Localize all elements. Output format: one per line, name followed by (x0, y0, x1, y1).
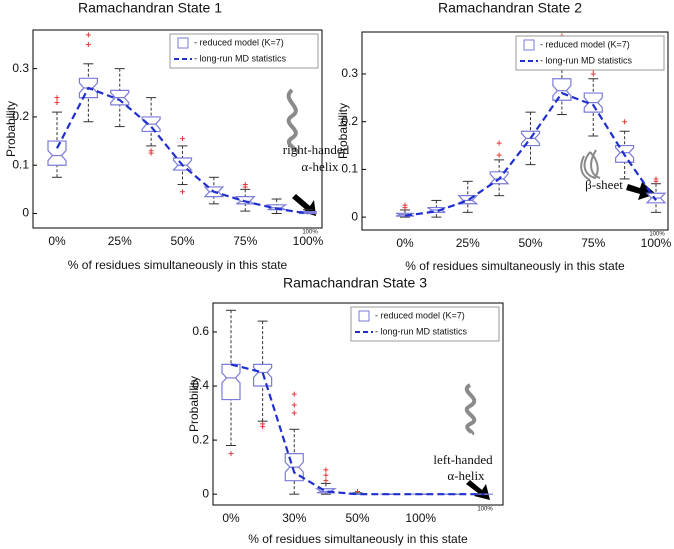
legend-label: - reduced model (K=7) (194, 37, 284, 47)
y-tick-label: 0.2 (192, 432, 209, 446)
plot-frame (32, 29, 323, 229)
x-tick-label: 50% (518, 236, 542, 250)
box (47, 140, 67, 166)
y-tick-label: 0.3 (12, 61, 29, 75)
x-tick-label: 50% (170, 234, 194, 248)
arrow (292, 194, 316, 216)
x-tick-label: 30% (282, 511, 306, 525)
flier (323, 478, 329, 484)
flier (622, 119, 628, 125)
annotation: α-helix (447, 468, 485, 483)
corner-label: 100% (302, 230, 318, 236)
flier (54, 99, 60, 105)
flier (148, 148, 154, 154)
flier (85, 32, 91, 38)
y-axis-label: Probability (187, 376, 201, 432)
y-tick-label: 0 (202, 486, 209, 500)
legend-label: - long-run MD statistics (375, 326, 468, 336)
plot-frame (212, 302, 504, 506)
legend-swatch (358, 310, 370, 322)
chart-title: Ramachandran State 1 (78, 0, 222, 16)
arrow (466, 480, 490, 500)
sheet-icon (580, 149, 601, 181)
flier (180, 189, 185, 195)
flier (54, 95, 60, 101)
annotation: left-handed (433, 452, 493, 467)
y-tick-label: 0.4 (192, 378, 209, 392)
flier (242, 182, 248, 188)
x-tick-label: 0% (222, 511, 240, 525)
plot-frame (361, 31, 669, 231)
y-tick-label: 0 (22, 206, 29, 220)
helix-icon (464, 383, 477, 436)
legend-label: - long-run MD statistics (540, 55, 633, 65)
x-tick-label: 50% (345, 511, 369, 525)
x-axis-label: % of residues simultaneously in this sta… (248, 532, 468, 546)
box (234, 196, 256, 205)
flier (496, 140, 502, 146)
legend-label: - reduced model (K=7) (375, 310, 465, 320)
legend-swatch (523, 39, 535, 51)
x-tick-label: 25% (456, 236, 480, 250)
flier (496, 152, 502, 158)
annotation: β-sheet (585, 177, 623, 192)
corner-label: 100% (477, 507, 493, 513)
y-tick-label: 0.6 (192, 324, 209, 338)
x-axis-label: % of residues simultaneously in this sta… (405, 259, 625, 273)
y-tick-label: 0.2 (341, 114, 358, 128)
flier (180, 136, 185, 142)
chart-title: Ramachandran State 3 (283, 275, 427, 291)
flier (402, 202, 408, 208)
flier (355, 488, 360, 494)
y-tick-label: 0.1 (341, 162, 358, 176)
legend-label: - long-run MD statistics (194, 53, 287, 63)
y-tick-label: 0.3 (341, 66, 358, 80)
flier (590, 71, 596, 77)
x-tick-label: 100% (641, 236, 672, 250)
md-line (230, 363, 484, 496)
box (552, 78, 572, 101)
y-tick-label: 0.1 (12, 157, 29, 171)
x-tick-label: 100% (405, 511, 436, 525)
y-axis-label: Probability (336, 103, 350, 159)
annotation: right-handed (283, 142, 350, 157)
x-tick-label: 75% (233, 234, 257, 248)
flier (291, 391, 297, 397)
flier (653, 176, 659, 182)
x-tick-label: 75% (581, 236, 605, 250)
flier (291, 402, 297, 408)
md-line (56, 86, 309, 215)
md-line (404, 91, 657, 217)
corner-label: 100% (649, 232, 665, 238)
x-axis-label: % of residues simultaneously in this sta… (68, 258, 288, 272)
legend-swatch (177, 37, 189, 49)
x-tick-label: 100% (293, 234, 324, 248)
flier (323, 472, 329, 478)
flier (323, 467, 329, 473)
box (221, 363, 241, 401)
flier (228, 451, 234, 457)
annotation: α-helix (301, 159, 339, 174)
y-tick-label: 0 (351, 209, 358, 223)
legend-label: - reduced model (K=7) (540, 39, 630, 49)
y-tick-label: 0.2 (12, 109, 29, 123)
legend-box (515, 35, 665, 71)
chart-title: Ramachandran State 2 (438, 0, 582, 16)
helix-icon (286, 88, 299, 154)
flier (291, 410, 297, 416)
flier (85, 41, 91, 47)
x-tick-label: 0% (48, 234, 66, 248)
x-tick-label: 25% (108, 234, 132, 248)
y-axis-label: Probability (4, 101, 18, 157)
flier (260, 421, 266, 427)
legend-box (350, 306, 500, 342)
x-tick-label: 0% (396, 236, 414, 250)
legend-box (169, 33, 319, 69)
